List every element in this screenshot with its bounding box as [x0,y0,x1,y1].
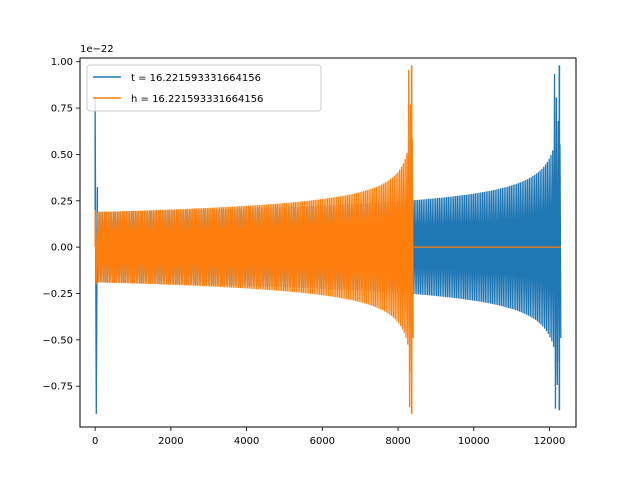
y-tick-label: 0.00 [51,243,73,254]
x-tick-label: 0 [92,436,98,447]
x-tick-label: 10000 [458,436,490,447]
plot-frame [79,57,577,428]
series-segment [94,96,99,415]
y-tick-label: −0.25 [42,289,73,300]
legend-box [86,64,322,112]
y-offset-text: 1e−22 [80,44,114,55]
series-layer [94,65,562,415]
x-tick-label: 6000 [310,436,335,447]
legend: t = 16.221593331664156 h = 16.2215933316… [86,64,322,112]
y-tick-label: 0.50 [51,150,73,161]
x-tick-label: 4000 [234,436,259,447]
y-axis: −0.75 −0.50 −0.25 0.00 0.25 0.50 0.75 1.00 [42,57,80,393]
legend-label-h: h = 16.221593331664156 [131,94,263,105]
y-tick-label: 0.25 [51,196,73,207]
y-tick-label: −0.75 [42,382,73,393]
x-tick-label: 8000 [385,436,410,447]
series-segment [96,69,414,408]
x-axis: 0 2000 4000 6000 8000 10000 12000 [92,427,565,447]
series-h [94,65,561,415]
x-tick-label: 2000 [158,436,183,447]
legend-label-t: t = 16.221593331664156 [131,73,261,84]
y-tick-label: −0.50 [42,335,73,346]
y-tick-label: 0.75 [51,104,73,115]
y-tick-label: 1.00 [51,57,73,68]
x-tick-label: 12000 [534,436,566,447]
